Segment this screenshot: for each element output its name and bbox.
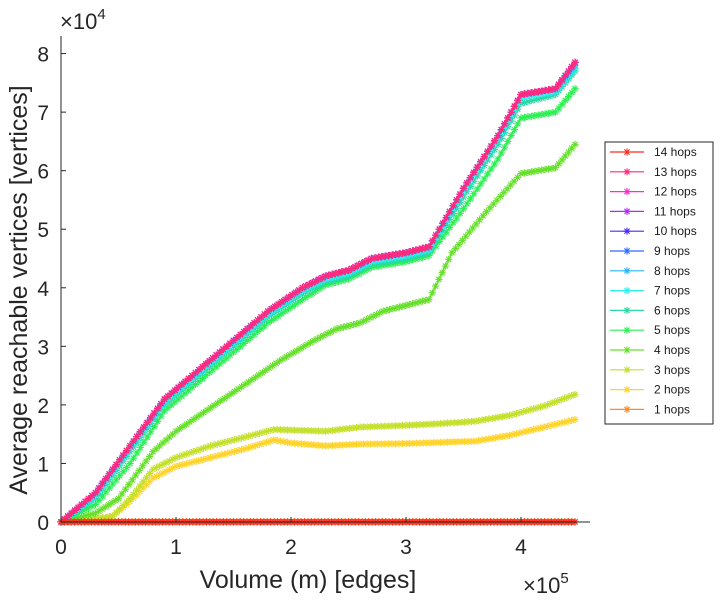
- y-ticks: 0 1 2 3 4 5 6 7 8: [37, 44, 66, 535]
- legend-label: 7 hops: [654, 284, 690, 298]
- legend-label: 2 hops: [654, 383, 690, 397]
- legend-marker: [623, 287, 631, 295]
- y-tick-label: 0: [37, 512, 49, 535]
- legend-item: 12 hops: [610, 185, 697, 199]
- legend-item: 4 hops: [610, 343, 690, 357]
- y-axis-title: Average reachable vertices [vertices]: [5, 85, 33, 494]
- svg-text:×104: ×104: [60, 6, 106, 34]
- legend-item: 11 hops: [610, 204, 696, 218]
- legend-marker: [623, 326, 631, 334]
- y-tick-label: 3: [37, 336, 49, 359]
- legend-label: 12 hops: [654, 185, 697, 199]
- series-5-hops: [57, 85, 579, 526]
- legend-marker: [623, 346, 631, 354]
- legend-item: 3 hops: [610, 363, 690, 377]
- legend-label: 11 hops: [654, 204, 696, 218]
- plot-area: 0 1 2 3 4 0 1 2 3 4 5 6 7 8: [37, 36, 590, 559]
- legend-item: 7 hops: [610, 284, 690, 298]
- x-tick-label: 1: [170, 536, 182, 559]
- legend-label: 1 hops: [654, 402, 690, 416]
- legend-label: 10 hops: [654, 224, 697, 238]
- x-exponent-power: 5: [560, 570, 568, 587]
- y-tick-label: 4: [37, 278, 49, 301]
- series-4-hops: [57, 140, 579, 526]
- legend-item: 14 hops: [610, 145, 697, 159]
- legend-label: 9 hops: [654, 244, 690, 258]
- series-markers: [57, 85, 579, 526]
- y-tick-label: 7: [37, 102, 49, 125]
- y-exponent-base: ×10: [60, 9, 97, 34]
- legend-marker: [623, 386, 631, 394]
- legend-label: 13 hops: [654, 165, 697, 179]
- series-line: [60, 393, 576, 523]
- y-tick-label: 6: [37, 161, 49, 184]
- legend-label: 6 hops: [654, 303, 690, 317]
- series-layer: [57, 58, 579, 526]
- y-tick-label: 2: [37, 395, 49, 418]
- x-tick-label: 2: [285, 536, 297, 559]
- legend-label: 4 hops: [654, 343, 690, 357]
- legend-item: 5 hops: [610, 323, 690, 337]
- legend-label: 3 hops: [654, 363, 690, 377]
- series-2-hops: [57, 415, 579, 526]
- y-tick-label: 1: [37, 453, 49, 476]
- series-line: [60, 88, 576, 523]
- legend-marker: [623, 306, 631, 314]
- axes-layer: [60, 36, 590, 523]
- legend-marker: [623, 207, 631, 215]
- legend-item: 2 hops: [610, 383, 690, 397]
- legend-marker: [623, 148, 631, 156]
- x-tick-label: 3: [400, 536, 412, 559]
- x-ticks: 0 1 2 3 4: [55, 517, 527, 559]
- svg-text:×105: ×105: [523, 570, 569, 598]
- legend-items: 14 hops 13 hops 12 hops 11 hops 10 hops 9 hop…: [610, 145, 697, 416]
- legend-marker: [623, 227, 631, 235]
- x-axis-title: Volume (m) [edges]: [200, 566, 417, 594]
- y-tick-label: 8: [37, 44, 49, 67]
- legend-item: 6 hops: [610, 303, 690, 317]
- legend-label: 8 hops: [654, 264, 690, 278]
- x-tick-label: 4: [515, 536, 527, 559]
- legend-item: 9 hops: [610, 244, 690, 258]
- legend-item: 8 hops: [610, 264, 690, 278]
- x-exponent-base: ×10: [523, 573, 560, 598]
- legend-marker: [623, 366, 631, 374]
- legend-item: 13 hops: [610, 165, 697, 179]
- legend: 14 hops 13 hops 12 hops 11 hops 10 hops 9 hop…: [604, 141, 714, 425]
- series-markers: [57, 140, 579, 526]
- series-markers: [57, 415, 579, 526]
- legend-marker: [623, 247, 631, 255]
- legend-label: 5 hops: [654, 323, 690, 337]
- legend-box: [604, 141, 714, 425]
- legend-marker: [623, 188, 631, 196]
- legend-marker: [623, 267, 631, 275]
- y-exponent-label: ×104: [60, 6, 106, 34]
- legend-item: 10 hops: [610, 224, 697, 238]
- legend-label: 14 hops: [654, 145, 697, 159]
- legend-marker: [623, 405, 631, 413]
- x-tick-label: 0: [55, 536, 67, 559]
- y-tick-label: 5: [37, 219, 49, 242]
- x-exponent-label: ×105: [523, 570, 569, 598]
- legend-item: 1 hops: [610, 402, 690, 416]
- legend-marker: [623, 168, 631, 176]
- y-exponent-power: 4: [97, 6, 105, 23]
